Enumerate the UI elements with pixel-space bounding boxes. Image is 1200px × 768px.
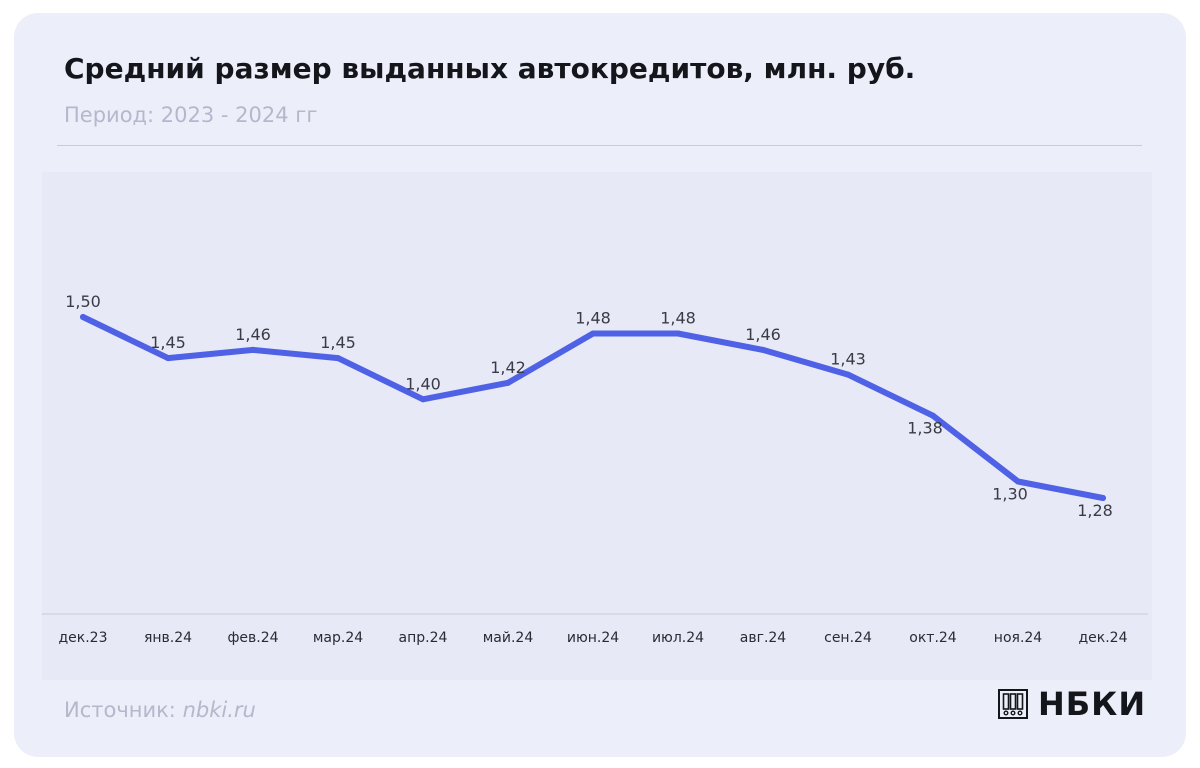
data-label: 1,45 <box>150 333 186 352</box>
data-point <box>930 412 936 419</box>
x-tick-label: янв.24 <box>144 630 192 646</box>
x-tick-label: июн.24 <box>567 630 619 646</box>
x-tick-label: июл.24 <box>652 630 704 646</box>
data-point <box>675 330 681 337</box>
data-labels: 1,50 1,45 1,46 1,45 1,40 1,42 1,48 1,48 1,46 1,43… <box>65 292 1113 520</box>
series-line <box>80 314 1106 501</box>
data-label: 1,28 <box>1077 501 1113 520</box>
x-tick-label: апр.24 <box>399 630 448 646</box>
data-label: 1,40 <box>405 374 441 393</box>
data-point <box>335 355 341 362</box>
data-label: 1,45 <box>320 333 356 352</box>
data-label: 1,46 <box>235 325 271 344</box>
data-label: 1,46 <box>745 325 781 344</box>
data-point <box>1015 478 1021 485</box>
data-point <box>80 314 86 320</box>
data-label: 1,42 <box>490 358 526 377</box>
source-prefix: Источник: <box>64 698 183 722</box>
data-point <box>250 346 256 353</box>
data-label: 1,48 <box>575 308 611 327</box>
data-point <box>1100 495 1106 501</box>
source-link[interactable]: nbki.ru <box>182 698 256 722</box>
header-divider <box>57 145 1142 146</box>
data-label: 1,43 <box>830 350 866 369</box>
x-tick-label: авг.24 <box>740 630 787 646</box>
chart-title: Средний размер выданных автокредитов, мл… <box>64 52 916 85</box>
x-tick-label: май.24 <box>483 630 534 646</box>
plot-area <box>42 172 1152 680</box>
x-tick-label: сен.24 <box>824 630 872 646</box>
data-point <box>760 346 766 353</box>
data-point <box>165 355 171 362</box>
logo-text: НБКИ <box>1038 685 1147 723</box>
data-label: 1,30 <box>992 485 1028 504</box>
data-point <box>505 379 511 386</box>
data-label: 1,50 <box>65 292 101 311</box>
nbki-logo: НБКИ <box>998 685 1147 723</box>
x-tick-label: ноя.24 <box>994 630 1042 646</box>
x-tick-labels: дек.23 янв.24 фев.24 мар.24 апр.24 май.24 июн.… <box>58 630 1127 646</box>
x-tick-label: фев.24 <box>227 630 278 646</box>
x-tick-label: дек.23 <box>58 630 107 646</box>
data-point <box>420 396 426 403</box>
data-point <box>590 330 596 337</box>
x-tick-label: мар.24 <box>313 630 363 646</box>
x-tick-label: дек.24 <box>1078 630 1127 646</box>
points-layer <box>80 314 1106 501</box>
nbki-logo-mark-icon <box>998 689 1028 719</box>
x-tick-label: окт.24 <box>909 630 957 646</box>
data-label: 1,48 <box>660 308 696 327</box>
data-point <box>845 371 851 378</box>
data-label: 1,38 <box>907 419 943 438</box>
chart-subtitle: Период: 2023 - 2024 гг <box>64 103 318 127</box>
source-note: Источник: nbki.ru <box>64 698 256 722</box>
